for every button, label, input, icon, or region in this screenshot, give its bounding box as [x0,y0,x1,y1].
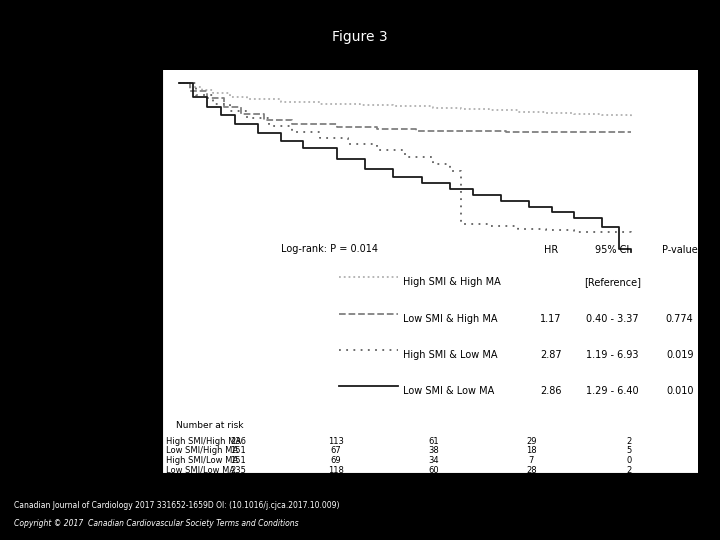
Y-axis label: Survival rate: Survival rate [122,238,132,305]
Text: 118: 118 [328,466,344,475]
Text: 1.17: 1.17 [540,314,562,323]
Text: 0.774: 0.774 [666,314,693,323]
Text: 60: 60 [428,466,439,475]
Text: 0.40 - 3.37: 0.40 - 3.37 [586,314,639,323]
X-axis label: Time (Year): Time (Year) [401,494,459,504]
Text: 0: 0 [626,456,631,465]
Text: 236: 236 [230,437,246,445]
Text: Copyright © 2017  Canadian Cardiovascular Society Terms and Conditions: Copyright © 2017 Canadian Cardiovascular… [14,519,299,528]
Text: [Reference]: [Reference] [584,278,641,287]
Text: 69: 69 [330,456,341,465]
Text: Low SMI/Low MA: Low SMI/Low MA [166,466,235,475]
Text: 235: 235 [230,466,246,475]
Text: 2: 2 [626,437,631,445]
Text: 0.019: 0.019 [666,350,693,360]
Text: P-value: P-value [662,245,698,255]
Text: 2.86: 2.86 [540,386,562,396]
Text: 95% CI: 95% CI [595,245,630,255]
Text: 34: 34 [428,456,439,465]
Text: Low SMI & High MA: Low SMI & High MA [403,314,498,323]
Text: 28: 28 [526,466,536,475]
Text: High SMI/Low MA: High SMI/Low MA [166,456,238,465]
Text: Canadian Journal of Cardiology 2017 331652-1659D OI: (10.1016/j.cjca.2017.10.009: Canadian Journal of Cardiology 2017 3316… [14,501,340,510]
Text: 113: 113 [328,437,344,445]
Text: 61: 61 [428,437,439,445]
Text: 7: 7 [528,456,534,465]
Text: 67: 67 [330,447,341,455]
Text: High SMI & High MA: High SMI & High MA [403,278,501,287]
Text: Low SMI/High MA: Low SMI/High MA [166,447,238,455]
Text: HR: HR [544,245,558,255]
Text: Log-rank: P = 0.014: Log-rank: P = 0.014 [281,245,377,254]
Text: Number at risk: Number at risk [176,421,244,430]
Text: 151: 151 [230,456,246,465]
Text: 1.19 - 6.93: 1.19 - 6.93 [586,350,639,360]
Text: 38: 38 [428,447,439,455]
Text: Figure 3: Figure 3 [332,30,388,44]
Text: 0.010: 0.010 [666,386,693,396]
Text: Low SMI & Low MA: Low SMI & Low MA [403,386,495,396]
Text: 2: 2 [626,466,631,475]
Text: 1.29 - 6.40: 1.29 - 6.40 [586,386,639,396]
Text: 29: 29 [526,437,536,445]
Text: High SMI & Low MA: High SMI & Low MA [403,350,498,360]
Text: High SMI/High MA: High SMI/High MA [166,437,240,445]
Text: 2.87: 2.87 [540,350,562,360]
Text: 5: 5 [626,447,631,455]
Text: 151: 151 [230,447,246,455]
Text: 18: 18 [526,447,536,455]
